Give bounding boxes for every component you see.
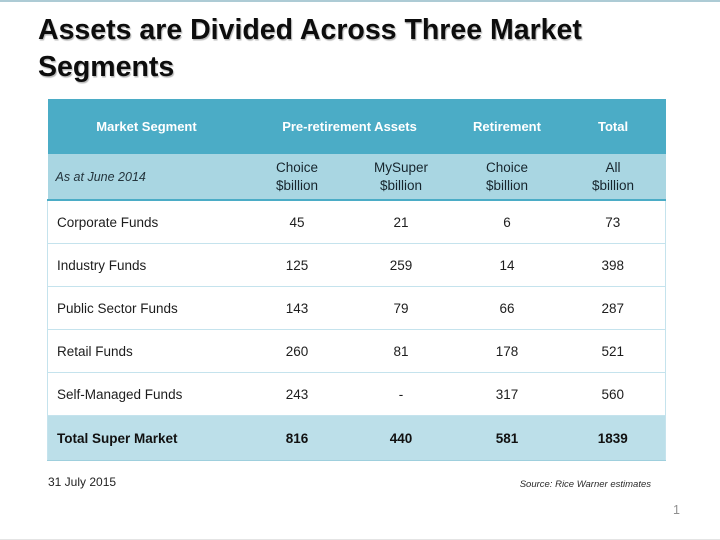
table-cell: 260 xyxy=(245,329,349,373)
subheader-line2: $billion xyxy=(275,177,319,193)
table-cell: 287 xyxy=(560,286,667,330)
row-label: Industry Funds xyxy=(47,243,246,287)
column-header-retirement: Retirement xyxy=(453,99,561,154)
slide-title: Assets are Divided Across Three Market S… xyxy=(38,12,698,86)
table-cell: 143 xyxy=(245,286,349,330)
total-cell: 816 xyxy=(245,415,349,461)
table-cell: 14 xyxy=(453,243,561,287)
row-label: Corporate Funds xyxy=(47,200,246,244)
page-number: 1 xyxy=(673,503,680,517)
subheader-line2: $billion xyxy=(592,177,635,193)
column-header-market-segment: Market Segment xyxy=(47,99,246,154)
table-cell: 398 xyxy=(560,243,667,287)
subheader-line1: MySuper xyxy=(373,159,429,175)
row-label: Retail Funds xyxy=(47,329,246,373)
table-cell: 73 xyxy=(560,200,667,244)
table-row-self-managed-funds: Self-Managed Funds 243 - 317 560 xyxy=(47,372,667,416)
table-cell: 66 xyxy=(453,286,561,330)
total-cell: 581 xyxy=(453,415,561,461)
table-cell: 79 xyxy=(348,286,454,330)
as-at-date-label: As at June 2014 xyxy=(47,154,246,201)
row-label: Public Sector Funds xyxy=(47,286,246,330)
table-row-retail-funds: Retail Funds 260 81 178 521 xyxy=(47,329,667,373)
table-cell: 521 xyxy=(560,329,667,373)
table-cell: 81 xyxy=(348,329,454,373)
subheader-choice-retirement: Choice $billion xyxy=(453,154,561,201)
assets-table: Market Segment Pre-retirement Assets Ret… xyxy=(47,99,667,461)
table-row-total-super-market: Total Super Market 816 440 581 1839 xyxy=(47,415,667,461)
footer-date: 31 July 2015 xyxy=(48,475,117,489)
table-cell: 243 xyxy=(245,372,349,416)
column-header-total: Total xyxy=(560,99,666,154)
table-header-row: Market Segment Pre-retirement Assets Ret… xyxy=(47,99,666,154)
table-cell: 45 xyxy=(245,200,349,244)
table-cell: 560 xyxy=(560,372,667,416)
subheader-all: All $billion xyxy=(560,154,666,201)
slide-title-line1: Assets are Divided Across Three Market xyxy=(38,14,582,46)
subheader-line1: All xyxy=(605,159,621,175)
subheader-mysuper: MySuper $billion xyxy=(348,154,454,201)
table-subheader-row: As at June 2014 Choice $billion MySuper … xyxy=(47,154,666,201)
row-label: Self-Managed Funds xyxy=(47,372,246,416)
total-cell: 1839 xyxy=(560,415,667,461)
table-cell: 6 xyxy=(453,200,561,244)
table-row-industry-funds: Industry Funds 125 259 14 398 xyxy=(47,243,667,287)
source-attribution: Source: Rice Warner estimates xyxy=(519,479,651,490)
table-cell: 317 xyxy=(453,372,561,416)
table-cell: - xyxy=(348,372,454,416)
subheader-line1: Choice xyxy=(486,159,529,175)
table-cell: 125 xyxy=(245,243,349,287)
subheader-line2: $billion xyxy=(379,177,423,193)
total-row-label: Total Super Market xyxy=(47,415,246,461)
table-row-public-sector-funds: Public Sector Funds 143 79 66 287 xyxy=(47,286,667,330)
subheader-choice-pre: Choice $billion xyxy=(245,154,349,201)
total-cell: 440 xyxy=(348,415,454,461)
table-cell: 178 xyxy=(453,329,561,373)
subheader-line2: $billion xyxy=(486,177,529,193)
table-cell: 259 xyxy=(348,243,454,287)
table-row-corporate-funds: Corporate Funds 45 21 6 73 xyxy=(47,200,667,244)
table-cell: 21 xyxy=(348,200,454,244)
subheader-line1: Choice xyxy=(275,159,319,175)
slide-title-line2: Segments xyxy=(38,51,175,84)
column-header-pre-retirement-assets: Pre-retirement Assets xyxy=(245,99,454,154)
